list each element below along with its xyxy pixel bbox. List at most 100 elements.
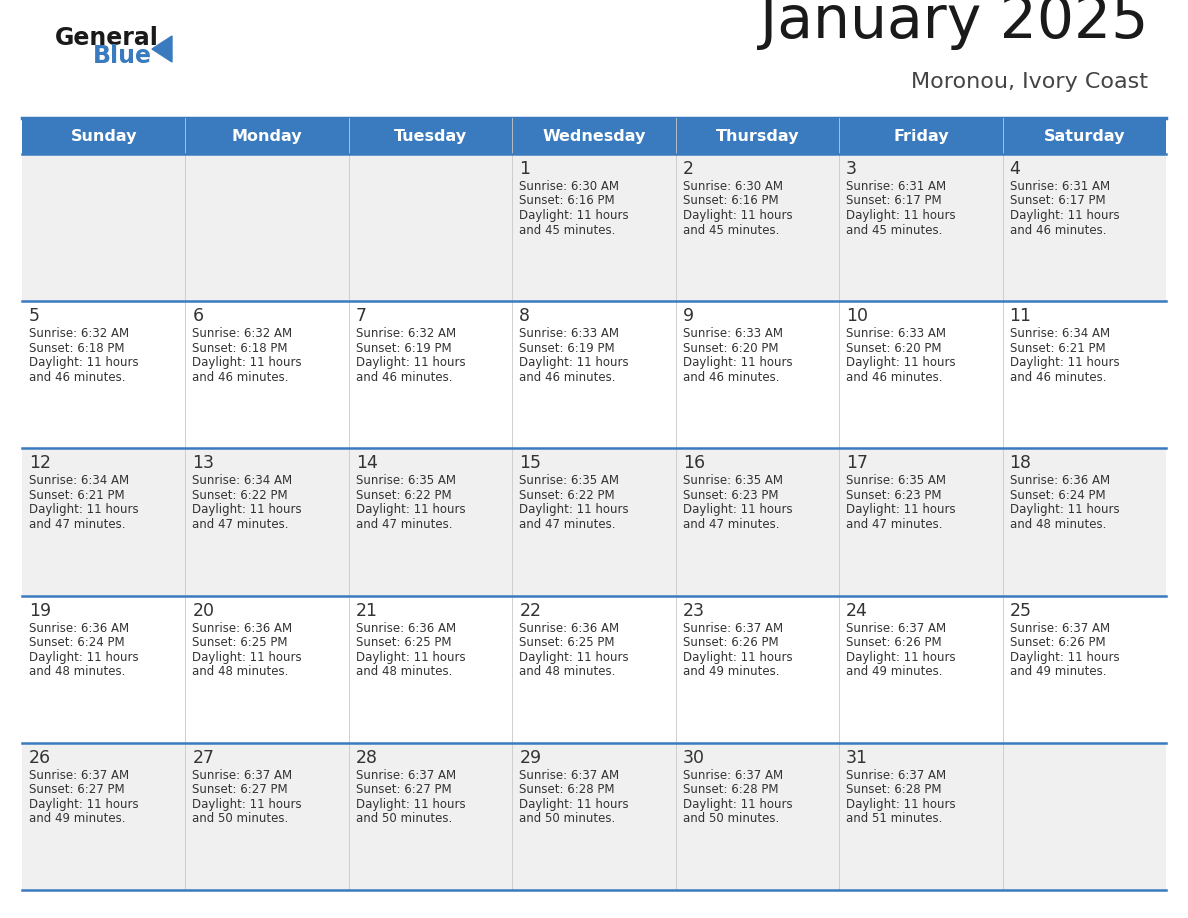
Text: Moronou, Ivory Coast: Moronou, Ivory Coast — [911, 72, 1148, 92]
Text: and 46 minutes.: and 46 minutes. — [29, 371, 126, 384]
Text: 15: 15 — [519, 454, 542, 473]
Text: Daylight: 11 hours: Daylight: 11 hours — [192, 798, 302, 811]
Text: 19: 19 — [29, 601, 51, 620]
Bar — [23, 743, 1165, 890]
Text: Daylight: 11 hours: Daylight: 11 hours — [356, 798, 466, 811]
Text: Thursday: Thursday — [715, 129, 800, 143]
Text: Daylight: 11 hours: Daylight: 11 hours — [846, 209, 956, 222]
Text: and 46 minutes.: and 46 minutes. — [846, 371, 942, 384]
Text: Sunrise: 6:36 AM: Sunrise: 6:36 AM — [192, 621, 292, 634]
Text: January 2025: January 2025 — [759, 0, 1148, 50]
Text: Daylight: 11 hours: Daylight: 11 hours — [1010, 356, 1119, 369]
Text: 21: 21 — [356, 601, 378, 620]
Text: Sunset: 6:19 PM: Sunset: 6:19 PM — [519, 341, 615, 354]
Text: 8: 8 — [519, 308, 530, 325]
Text: 30: 30 — [683, 749, 704, 767]
Text: Sunset: 6:25 PM: Sunset: 6:25 PM — [356, 636, 451, 649]
Text: Sunrise: 6:33 AM: Sunrise: 6:33 AM — [846, 327, 946, 341]
Text: and 47 minutes.: and 47 minutes. — [683, 518, 779, 531]
Text: 14: 14 — [356, 454, 378, 473]
Text: Sunrise: 6:33 AM: Sunrise: 6:33 AM — [683, 327, 783, 341]
Text: and 49 minutes.: and 49 minutes. — [846, 666, 942, 678]
Text: Daylight: 11 hours: Daylight: 11 hours — [683, 209, 792, 222]
Text: Daylight: 11 hours: Daylight: 11 hours — [846, 651, 956, 664]
Text: Sunset: 6:17 PM: Sunset: 6:17 PM — [846, 195, 942, 207]
Text: Daylight: 11 hours: Daylight: 11 hours — [29, 356, 139, 369]
Text: Sunset: 6:24 PM: Sunset: 6:24 PM — [29, 636, 125, 649]
Text: and 47 minutes.: and 47 minutes. — [356, 518, 453, 531]
Text: and 51 minutes.: and 51 minutes. — [846, 812, 942, 825]
Text: Sunrise: 6:36 AM: Sunrise: 6:36 AM — [1010, 475, 1110, 487]
Text: Sunset: 6:28 PM: Sunset: 6:28 PM — [846, 783, 942, 796]
Text: and 46 minutes.: and 46 minutes. — [1010, 223, 1106, 237]
Text: Sunset: 6:22 PM: Sunset: 6:22 PM — [356, 489, 451, 502]
Text: and 50 minutes.: and 50 minutes. — [192, 812, 289, 825]
Text: Daylight: 11 hours: Daylight: 11 hours — [519, 798, 628, 811]
Text: Sunset: 6:21 PM: Sunset: 6:21 PM — [1010, 341, 1105, 354]
Polygon shape — [152, 36, 172, 62]
Text: Sunrise: 6:34 AM: Sunrise: 6:34 AM — [29, 475, 129, 487]
Text: Daylight: 11 hours: Daylight: 11 hours — [29, 503, 139, 517]
Text: and 47 minutes.: and 47 minutes. — [846, 518, 942, 531]
Text: Sunrise: 6:30 AM: Sunrise: 6:30 AM — [683, 180, 783, 193]
Text: Sunrise: 6:35 AM: Sunrise: 6:35 AM — [356, 475, 456, 487]
Text: Sunrise: 6:37 AM: Sunrise: 6:37 AM — [356, 768, 456, 782]
Text: 16: 16 — [683, 454, 704, 473]
Text: Sunset: 6:17 PM: Sunset: 6:17 PM — [1010, 195, 1105, 207]
Text: Sunrise: 6:36 AM: Sunrise: 6:36 AM — [29, 621, 129, 634]
Text: Sunrise: 6:34 AM: Sunrise: 6:34 AM — [1010, 327, 1110, 341]
Text: Saturday: Saturday — [1043, 129, 1125, 143]
Text: Sunset: 6:18 PM: Sunset: 6:18 PM — [29, 341, 125, 354]
Text: Sunset: 6:23 PM: Sunset: 6:23 PM — [683, 489, 778, 502]
Text: Daylight: 11 hours: Daylight: 11 hours — [683, 798, 792, 811]
Text: 10: 10 — [846, 308, 868, 325]
Text: 26: 26 — [29, 749, 51, 767]
Text: Sunrise: 6:37 AM: Sunrise: 6:37 AM — [683, 768, 783, 782]
Text: Tuesday: Tuesday — [394, 129, 467, 143]
Text: 23: 23 — [683, 601, 704, 620]
Text: Sunrise: 6:37 AM: Sunrise: 6:37 AM — [683, 621, 783, 634]
Text: and 48 minutes.: and 48 minutes. — [192, 666, 289, 678]
Text: 17: 17 — [846, 454, 868, 473]
Text: Daylight: 11 hours: Daylight: 11 hours — [192, 503, 302, 517]
Text: Sunrise: 6:37 AM: Sunrise: 6:37 AM — [192, 768, 292, 782]
Text: Sunrise: 6:31 AM: Sunrise: 6:31 AM — [1010, 180, 1110, 193]
Text: Daylight: 11 hours: Daylight: 11 hours — [356, 503, 466, 517]
Text: Sunset: 6:16 PM: Sunset: 6:16 PM — [519, 195, 615, 207]
Text: 5: 5 — [29, 308, 40, 325]
Text: and 45 minutes.: and 45 minutes. — [519, 223, 615, 237]
Text: Daylight: 11 hours: Daylight: 11 hours — [683, 356, 792, 369]
Text: and 48 minutes.: and 48 minutes. — [519, 666, 615, 678]
Text: Sunset: 6:27 PM: Sunset: 6:27 PM — [29, 783, 125, 796]
Text: 31: 31 — [846, 749, 868, 767]
Text: Sunset: 6:19 PM: Sunset: 6:19 PM — [356, 341, 451, 354]
Text: Sunrise: 6:35 AM: Sunrise: 6:35 AM — [683, 475, 783, 487]
Text: 3: 3 — [846, 160, 858, 178]
Bar — [23, 118, 1165, 154]
Text: 4: 4 — [1010, 160, 1020, 178]
Text: Daylight: 11 hours: Daylight: 11 hours — [29, 651, 139, 664]
Text: 20: 20 — [192, 601, 214, 620]
Text: Sunrise: 6:37 AM: Sunrise: 6:37 AM — [29, 768, 129, 782]
Text: and 50 minutes.: and 50 minutes. — [519, 812, 615, 825]
Text: Sunday: Sunday — [70, 129, 137, 143]
Text: Sunrise: 6:37 AM: Sunrise: 6:37 AM — [519, 768, 619, 782]
Text: Sunset: 6:28 PM: Sunset: 6:28 PM — [519, 783, 614, 796]
Text: and 47 minutes.: and 47 minutes. — [192, 518, 289, 531]
Text: Sunset: 6:27 PM: Sunset: 6:27 PM — [192, 783, 287, 796]
Text: Sunrise: 6:35 AM: Sunrise: 6:35 AM — [519, 475, 619, 487]
Text: Sunrise: 6:36 AM: Sunrise: 6:36 AM — [519, 621, 619, 634]
Text: Daylight: 11 hours: Daylight: 11 hours — [846, 798, 956, 811]
Text: Daylight: 11 hours: Daylight: 11 hours — [192, 651, 302, 664]
Text: and 46 minutes.: and 46 minutes. — [1010, 371, 1106, 384]
Text: Sunset: 6:16 PM: Sunset: 6:16 PM — [683, 195, 778, 207]
Text: Sunset: 6:25 PM: Sunset: 6:25 PM — [192, 636, 287, 649]
Text: and 46 minutes.: and 46 minutes. — [683, 371, 779, 384]
Text: 25: 25 — [1010, 601, 1031, 620]
Text: 2: 2 — [683, 160, 694, 178]
Text: Sunset: 6:26 PM: Sunset: 6:26 PM — [1010, 636, 1105, 649]
Text: Daylight: 11 hours: Daylight: 11 hours — [519, 209, 628, 222]
Text: Sunset: 6:20 PM: Sunset: 6:20 PM — [683, 341, 778, 354]
Text: 12: 12 — [29, 454, 51, 473]
Text: Sunrise: 6:37 AM: Sunrise: 6:37 AM — [846, 621, 947, 634]
